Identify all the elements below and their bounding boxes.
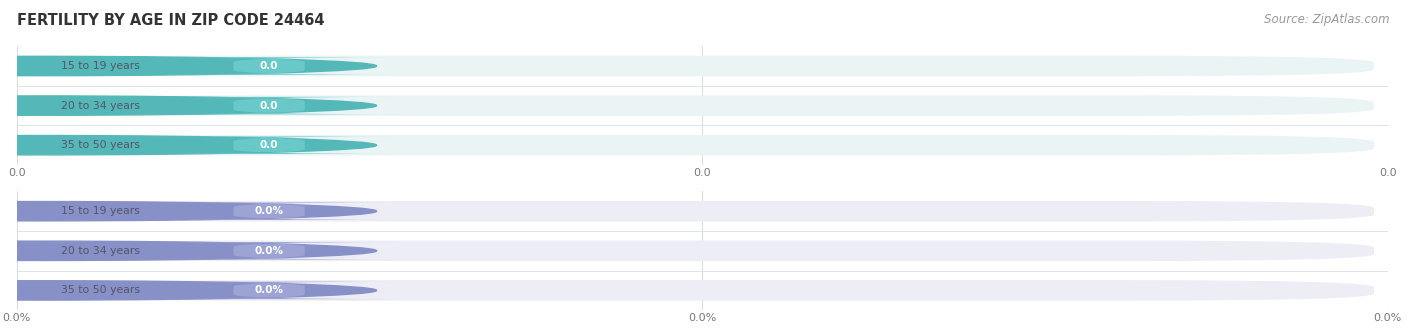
- FancyBboxPatch shape: [31, 56, 1374, 76]
- FancyBboxPatch shape: [24, 242, 305, 260]
- Text: 0.0%: 0.0%: [254, 206, 284, 216]
- Text: Source: ZipAtlas.com: Source: ZipAtlas.com: [1264, 13, 1389, 26]
- Circle shape: [0, 136, 377, 155]
- Text: 20 to 34 years: 20 to 34 years: [60, 246, 139, 256]
- Text: 0.0: 0.0: [260, 61, 278, 71]
- Text: FERTILITY BY AGE IN ZIP CODE 24464: FERTILITY BY AGE IN ZIP CODE 24464: [17, 13, 325, 28]
- Circle shape: [0, 56, 377, 76]
- Text: 0.0%: 0.0%: [254, 246, 284, 256]
- FancyBboxPatch shape: [24, 57, 305, 75]
- Circle shape: [0, 96, 377, 115]
- FancyBboxPatch shape: [31, 241, 1374, 261]
- FancyBboxPatch shape: [141, 242, 398, 260]
- Circle shape: [0, 241, 377, 260]
- Circle shape: [0, 281, 377, 300]
- FancyBboxPatch shape: [24, 136, 305, 154]
- FancyBboxPatch shape: [141, 57, 398, 75]
- Text: 0.0: 0.0: [260, 101, 278, 111]
- Text: 0.0: 0.0: [260, 140, 278, 150]
- Text: 35 to 50 years: 35 to 50 years: [60, 285, 139, 295]
- Text: 35 to 50 years: 35 to 50 years: [60, 140, 139, 150]
- FancyBboxPatch shape: [31, 201, 1374, 221]
- Circle shape: [0, 202, 377, 221]
- Text: 0.0%: 0.0%: [254, 285, 284, 295]
- FancyBboxPatch shape: [24, 281, 305, 299]
- FancyBboxPatch shape: [141, 202, 398, 220]
- FancyBboxPatch shape: [31, 95, 1374, 116]
- FancyBboxPatch shape: [24, 97, 305, 115]
- FancyBboxPatch shape: [24, 202, 305, 220]
- Text: 15 to 19 years: 15 to 19 years: [60, 61, 139, 71]
- FancyBboxPatch shape: [31, 280, 1374, 301]
- Text: 15 to 19 years: 15 to 19 years: [60, 206, 139, 216]
- FancyBboxPatch shape: [141, 97, 398, 115]
- FancyBboxPatch shape: [141, 136, 398, 154]
- FancyBboxPatch shape: [31, 135, 1374, 155]
- FancyBboxPatch shape: [141, 281, 398, 299]
- Text: 20 to 34 years: 20 to 34 years: [60, 101, 139, 111]
